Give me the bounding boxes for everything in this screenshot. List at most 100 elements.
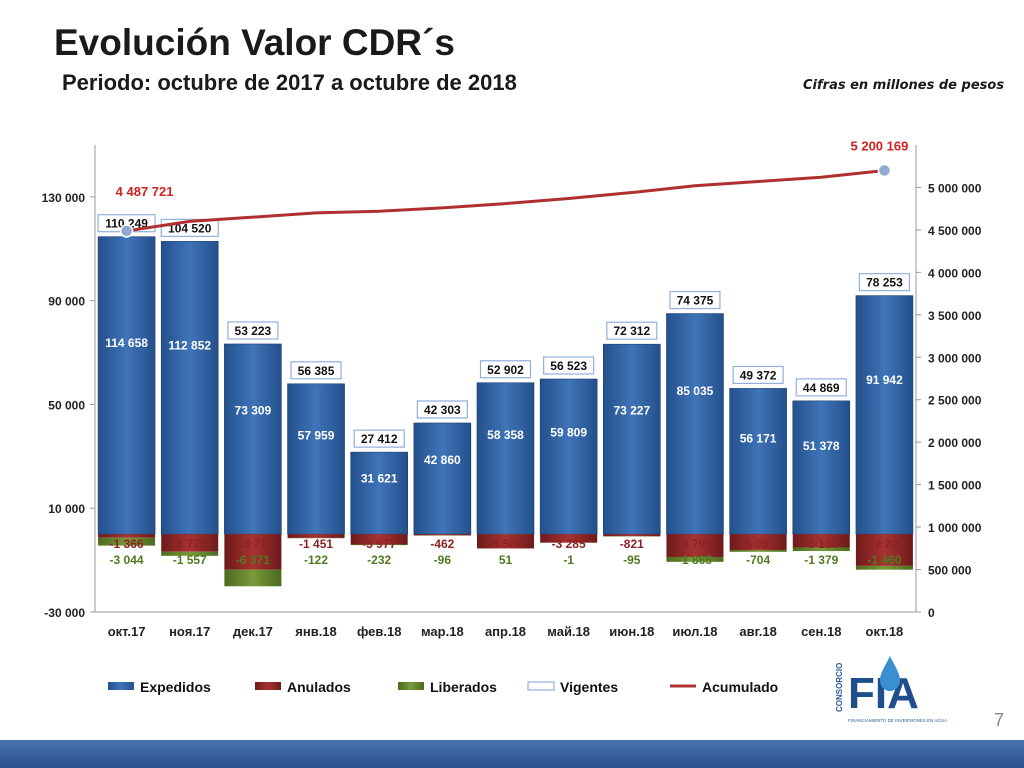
bar-liberados — [729, 549, 787, 552]
label-anulados: -13 715 — [233, 537, 274, 551]
label-anulados: -8 795 — [678, 537, 712, 551]
y2-tick-label: 3 000 000 — [928, 351, 982, 365]
label-liberados: -1 — [563, 553, 574, 567]
x-tick-label: ноя.17 — [169, 624, 210, 639]
label-expedidos: 59 809 — [550, 425, 587, 439]
bar-expedidos — [476, 382, 535, 535]
y2-tick-label: 1 500 000 — [928, 479, 982, 493]
x-tick-label: авг.18 — [739, 624, 776, 639]
vigentes-box — [416, 400, 468, 419]
label-vigentes: 72 312 — [613, 324, 650, 338]
label-expedidos: 51 378 — [803, 439, 840, 453]
label-vigentes: 27 412 — [361, 432, 398, 446]
x-tick-label: мар.18 — [421, 624, 464, 639]
bar-anulados — [729, 534, 787, 550]
bar-expedidos — [350, 451, 408, 535]
label-anulados: -6 095 — [741, 537, 775, 551]
bar-expedidos — [666, 313, 724, 535]
bar-expedidos — [224, 343, 282, 535]
x-tick-label: фев.18 — [357, 624, 402, 639]
label-vigentes: 74 375 — [677, 294, 714, 308]
legend-label: Anulados — [287, 679, 351, 695]
vigentes-box — [353, 429, 405, 448]
label-liberados: -95 — [623, 553, 641, 567]
label-expedidos: 112 852 — [168, 339, 211, 353]
vigentes-box — [543, 356, 595, 375]
label-liberados: -1 379 — [804, 553, 838, 567]
legend-swatch — [255, 682, 281, 690]
marker-acumulado — [119, 224, 134, 238]
page-subtitle: Periodo: octubre de 2017 a octubre de 20… — [62, 70, 517, 95]
y-tick-label: 90 000 — [48, 295, 85, 309]
vigentes-box — [669, 290, 721, 310]
label-liberados: -122 — [304, 553, 328, 567]
label-vigentes: 53 223 — [235, 324, 272, 338]
bar-liberados — [350, 544, 408, 546]
label-expedidos: 31 621 — [361, 471, 398, 485]
marker-acumulado — [877, 163, 892, 178]
footer-bar — [0, 740, 1024, 768]
label-liberados: -1 460 — [867, 553, 901, 567]
legend-swatch — [527, 681, 555, 691]
svg-text:CONSORCIO: CONSORCIO — [835, 663, 844, 712]
bar-expedidos — [97, 236, 156, 535]
x-tick-label: сен.18 — [801, 624, 841, 639]
label-acumulado-first: 4 487 721 — [116, 184, 174, 199]
vigentes-box — [606, 321, 658, 340]
bar-liberados — [98, 537, 156, 546]
bar-liberados — [666, 556, 724, 562]
label-vigentes: 49 372 — [740, 368, 777, 382]
label-anulados: -3 977 — [362, 537, 396, 551]
bar-anulados — [603, 534, 661, 537]
y2-tick-label: 3 500 000 — [928, 309, 982, 323]
label-anulados: -12 229 — [864, 537, 905, 551]
bar-anulados — [287, 534, 345, 538]
page-number: 7 — [993, 710, 1004, 730]
bar-anulados — [350, 534, 408, 545]
label-liberados: -6 371 — [236, 553, 270, 567]
bar-expedidos — [539, 378, 598, 535]
bar-liberados — [161, 551, 219, 556]
vigentes-box — [290, 361, 342, 380]
label-vigentes: 56 385 — [298, 364, 335, 378]
label-vigentes: 56 523 — [550, 359, 587, 373]
x-tick-label: апр.18 — [485, 624, 526, 639]
y-tick-label: 130 000 — [42, 191, 86, 205]
svg-text:FINANCIAMIENTO DE INVERSIONES: FINANCIAMIENTO DE INVERSIONES EN AGUA — [848, 718, 947, 723]
label-liberados: 51 — [499, 553, 513, 567]
units-note: Cifras en millones de pesos — [803, 78, 1005, 93]
bar-expedidos — [287, 383, 345, 535]
y-tick-label: 10 000 — [48, 502, 85, 516]
bar-anulados — [792, 534, 850, 548]
bar-expedidos — [413, 422, 472, 535]
bar-expedidos — [603, 343, 661, 535]
x-tick-label: дек.17 — [233, 624, 273, 639]
vigentes-box — [732, 365, 784, 385]
label-vigentes: 78 253 — [866, 276, 903, 290]
legend-label: Expedidos — [140, 679, 211, 695]
y-tick-label: -30 000 — [44, 606, 85, 620]
legend-label: Vigentes — [560, 679, 618, 695]
label-expedidos: 114 658 — [105, 336, 148, 350]
label-anulados: -3 285 — [552, 537, 586, 551]
label-acumulado-last: 5 200 169 — [851, 138, 909, 153]
label-liberados: -3 044 — [110, 553, 144, 567]
label-expedidos: 91 942 — [866, 373, 903, 387]
label-liberados: -704 — [746, 553, 770, 567]
y-tick-label: 50 000 — [48, 398, 85, 412]
vigentes-box — [479, 360, 532, 379]
bar-liberados — [792, 547, 850, 552]
bar-expedidos — [792, 400, 851, 535]
label-expedidos: 58 358 — [487, 428, 524, 442]
legend-label: Liberados — [430, 679, 497, 695]
label-expedidos: 73 309 — [235, 403, 272, 417]
label-anulados: -6 776 — [173, 537, 207, 551]
label-anulados: -462 — [430, 537, 454, 551]
label-liberados: -96 — [434, 553, 452, 567]
bar-expedidos — [729, 388, 787, 535]
bar-anulados — [98, 534, 156, 538]
bar-liberados — [224, 569, 282, 587]
y2-tick-label: 4 000 000 — [928, 266, 982, 280]
x-tick-label: май.18 — [547, 624, 590, 639]
label-anulados: -821 — [620, 537, 644, 551]
